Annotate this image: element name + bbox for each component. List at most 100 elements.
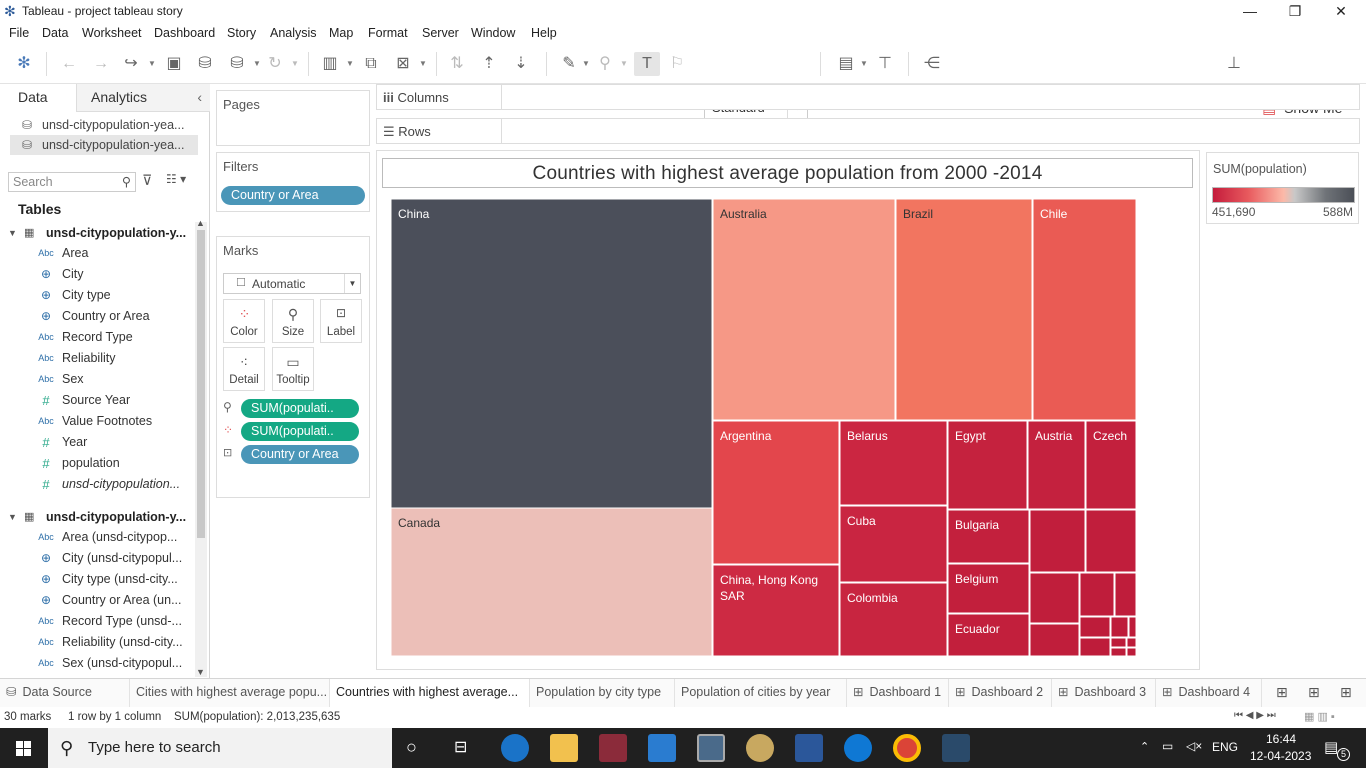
save-icon[interactable]: ▣ [166, 55, 182, 72]
tray-chevron-icon[interactable]: ⌃ [1140, 741, 1150, 753]
language-indicator[interactable]: ENG [1212, 740, 1239, 754]
menu-server[interactable]: Server [422, 26, 459, 40]
treemap-cell[interactable] [947, 613, 1030, 657]
sheet-tab[interactable]: Population by city type [530, 679, 675, 707]
treemap-cell[interactable] [1110, 637, 1127, 648]
cortana-icon[interactable]: ○ [406, 737, 417, 757]
notifications-icon[interactable]: ▤ [1324, 739, 1339, 756]
treemap-cell[interactable] [1126, 637, 1137, 648]
dashboard-tab[interactable]: ⊞ Dashboard 4 [1156, 679, 1262, 707]
sheet-nav-icons[interactable]: ⏮ ◀ ▶ ⏭ [1234, 710, 1276, 721]
detail-button[interactable]: ⁖ Detail [223, 347, 265, 391]
tableau-app-icon[interactable] [942, 734, 970, 762]
treemap-cell[interactable] [390, 198, 713, 509]
menu-data[interactable]: Data [42, 26, 69, 40]
color-legend[interactable]: SUM(population) 451,690 588M [1206, 152, 1359, 224]
menu-worksheet[interactable]: Worksheet [82, 26, 142, 40]
field-item[interactable]: ⊕ Country or Area (un... [0, 590, 190, 611]
sheet-tab-active[interactable]: Countries with highest average... [330, 679, 530, 707]
minimize-button[interactable]: — [1243, 3, 1257, 19]
undo-icon[interactable]: ← [61, 55, 77, 72]
clear-sheet-icon[interactable]: ⊠ [396, 55, 410, 72]
treemap-cell[interactable] [1029, 572, 1080, 624]
paint-icon[interactable] [746, 734, 774, 762]
new-worksheet-icon[interactable]: ▥ [322, 55, 338, 72]
treemap-cell[interactable] [947, 563, 1030, 614]
duplicate-sheet-icon[interactable]: ⧉ [365, 55, 377, 72]
treemap-cell[interactable] [947, 509, 1030, 564]
share-icon[interactable]: ⋲ [924, 55, 940, 72]
task-view-icon[interactable]: ⊟ [454, 739, 468, 756]
treemap-cell[interactable] [712, 198, 896, 421]
restore-button[interactable]: ❐ [1288, 3, 1302, 19]
mark-type-select[interactable]: ☐ Automatic ▼ [223, 273, 361, 294]
show-labels-icon[interactable]: T [634, 52, 660, 76]
label-button[interactable]: ⊡ Label [320, 299, 362, 343]
field-item[interactable]: Abc Record Type [0, 327, 190, 348]
refresh-icon[interactable]: ↻ [268, 55, 282, 72]
view-options-icon[interactable]: ☷ ▾ [166, 172, 187, 186]
treemap-cell[interactable] [712, 564, 840, 657]
treemap-cell[interactable] [1085, 509, 1137, 573]
taskbar-search-input[interactable]: ⚲ Type here to search [48, 728, 392, 768]
treemap-cell[interactable] [839, 420, 948, 506]
treemap-cell[interactable] [1027, 420, 1086, 510]
replay-icon[interactable]: ↪ [124, 55, 138, 72]
menu-map[interactable]: Map [329, 26, 354, 40]
dashboard-tab[interactable]: ⊞ Dashboard 1 [847, 679, 949, 707]
treemap-cell[interactable] [390, 507, 713, 657]
edge-icon[interactable] [844, 734, 872, 762]
field-item[interactable]: Abc Area [0, 243, 190, 264]
file-explorer-icon[interactable] [550, 734, 578, 762]
menu-dashboard[interactable]: Dashboard [154, 26, 216, 40]
show-cards-icon[interactable]: ▤ [838, 55, 854, 72]
menu-story[interactable]: Story [227, 26, 257, 40]
treemap-cell[interactable] [1128, 616, 1137, 638]
treemap-cell[interactable] [1126, 647, 1137, 657]
treemap-cell[interactable] [839, 582, 948, 657]
field-item[interactable]: Abc Record Type (unsd-... [0, 611, 190, 632]
swap-icon[interactable]: ⇅ [450, 55, 464, 72]
close-button[interactable]: ✕ [1335, 3, 1347, 19]
redo-icon[interactable]: → [93, 55, 109, 72]
menu-analysis[interactable]: Analysis [270, 26, 317, 40]
pause-updates-icon[interactable]: ⛁ [230, 55, 244, 72]
field-item[interactable]: ⊕ City [0, 264, 190, 285]
filter-icon[interactable]: ⊽ [142, 172, 153, 188]
network-icon[interactable]: ▭ [1162, 739, 1174, 753]
field-item[interactable]: # Year [0, 432, 190, 453]
size-pill[interactable]: SUM(populati.. [241, 399, 359, 418]
sort-ascending-icon[interactable]: ⇡ [482, 55, 496, 72]
pages-card[interactable]: Pages [216, 90, 370, 146]
start-button[interactable] [0, 728, 48, 768]
presentation-mode-icon[interactable]: ⊤ [878, 55, 892, 72]
treemap-cell[interactable] [1032, 198, 1137, 421]
edge-legacy-icon[interactable] [501, 734, 529, 762]
treemap-cell[interactable] [1110, 616, 1129, 638]
treemap-cell[interactable] [1079, 637, 1111, 657]
highlight-icon[interactable]: ✎ [562, 55, 576, 72]
field-item[interactable]: Abc Value Footnotes [0, 411, 190, 432]
sheet-view-icons[interactable]: ▦ ▥ ▪ [1304, 711, 1335, 723]
size-button[interactable]: ⚲ Size [272, 299, 314, 343]
treemap-cell[interactable] [1085, 420, 1137, 510]
field-item[interactable]: Abc Reliability [0, 348, 190, 369]
new-story-tab-icon[interactable]: ⊞ [1340, 684, 1352, 700]
field-item[interactable]: ⊕ Country or Area [0, 306, 190, 327]
columns-shelf[interactable]: iii Columns [376, 84, 1360, 110]
chrome-icon[interactable] [893, 734, 921, 762]
format-painter-icon[interactable]: ⊥ [1227, 55, 1241, 72]
menu-format[interactable]: Format [368, 26, 408, 40]
sheet-tab[interactable]: Cities with highest average popu... [130, 679, 330, 707]
menu-window[interactable]: Window [471, 26, 516, 40]
winrar-icon[interactable] [599, 734, 627, 762]
field-item[interactable]: Abc Reliability (unsd-city... [0, 632, 190, 653]
word-icon[interactable] [795, 734, 823, 762]
table-header[interactable]: ▼ ▦ unsd-citypopulation-y... [0, 222, 190, 244]
new-datasource-icon[interactable]: ⛁ [198, 55, 212, 72]
new-dashboard-tab-icon[interactable]: ⊞ [1308, 684, 1320, 700]
treemap-cell[interactable] [895, 198, 1033, 421]
group-icon[interactable]: ⚲ [599, 55, 611, 72]
field-item[interactable]: Abc Area (unsd-citypop... [0, 527, 190, 548]
color-button[interactable]: ⁘ Color [223, 299, 265, 343]
